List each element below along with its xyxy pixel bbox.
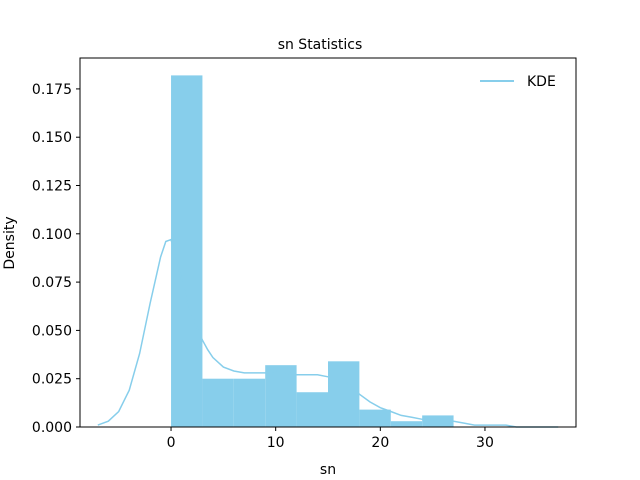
histogram-bar-6 <box>359 409 391 427</box>
x-axis-label: sn <box>320 462 336 478</box>
y-axis-label: Density <box>2 216 18 269</box>
legend: KDE <box>480 74 556 90</box>
y-tick-label: 0.175 <box>32 82 72 98</box>
histogram-bar-1 <box>202 378 234 427</box>
legend-label-kde: KDE <box>527 74 556 90</box>
histogram-bar-0 <box>171 75 203 427</box>
x-tick-label: 20 <box>371 435 389 451</box>
y-tick-label: 0.125 <box>32 179 72 195</box>
y-tick-label: 0.025 <box>32 372 72 388</box>
histogram-bar-3 <box>265 365 297 427</box>
y-tick-label: 0.000 <box>32 420 72 436</box>
histogram-bar-7 <box>390 421 423 427</box>
y-tick-label: 0.075 <box>32 275 72 291</box>
plot-area-frame <box>79 57 577 428</box>
x-tick-label: 0 <box>167 435 176 451</box>
y-tick-label: 0.100 <box>32 227 72 243</box>
histogram-bar-2 <box>233 378 266 427</box>
x-axis-ticks: 0 10 20 30 <box>167 427 494 451</box>
x-tick-label: 10 <box>267 435 285 451</box>
chart-title: sn Statistics <box>278 37 363 53</box>
y-tick-label: 0.050 <box>32 323 72 339</box>
histogram-bars <box>171 75 454 427</box>
histogram-bar-4 <box>296 392 328 427</box>
y-tick-label: 0.150 <box>32 130 72 146</box>
y-axis-ticks: 0.000 0.025 0.050 0.075 0.100 0.125 0.150 0.175 <box>32 82 80 436</box>
x-tick-label: 30 <box>476 435 494 451</box>
histogram-bar-8 <box>422 415 454 427</box>
histogram-bar-5 <box>328 361 360 427</box>
kde-line <box>97 238 559 428</box>
